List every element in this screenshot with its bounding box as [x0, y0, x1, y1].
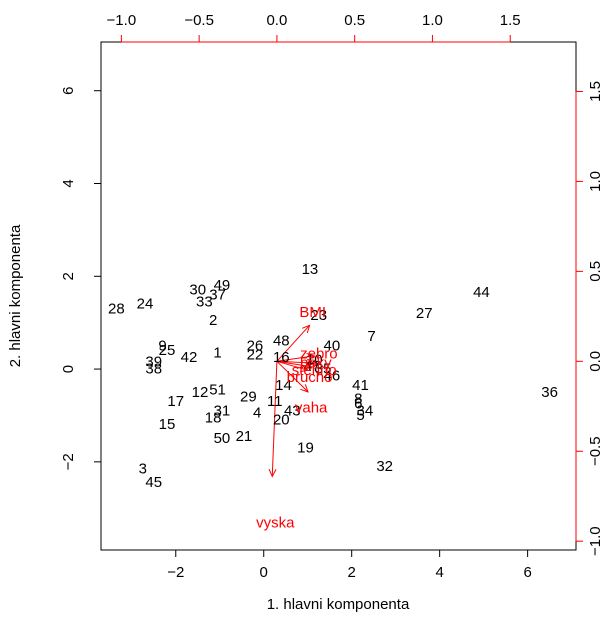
observation-label-16: 16: [273, 349, 290, 366]
observation-label-51: 51: [209, 381, 226, 398]
top-tick-label: 0.5: [344, 12, 365, 29]
observation-label-43: 43: [284, 402, 301, 419]
variable-label-vyska: vyska: [256, 515, 295, 532]
observation-label-18: 18: [205, 409, 222, 426]
bottom-axis: −2 0 2 4 6: [167, 549, 532, 581]
left-tick-label: 6: [60, 87, 77, 95]
top-tick-label: −1.0: [107, 12, 137, 29]
observation-label-25: 25: [159, 342, 176, 359]
observation-label-8: 8: [354, 391, 362, 408]
observation-label-45: 45: [145, 474, 162, 491]
observation-label-46: 46: [324, 368, 341, 385]
observation-label-17: 17: [167, 393, 184, 410]
top-tick-label: 0.0: [266, 12, 287, 29]
observation-label-6: 6: [354, 395, 362, 412]
observation-label-10: 10: [306, 351, 323, 368]
top-axis: −1.0 −0.5 0.0 0.5 1.0 1.5: [107, 12, 521, 43]
observation-label-13: 13: [302, 261, 319, 278]
left-axis: −2 0 2 4 6: [60, 87, 102, 470]
observation-label-4: 4: [253, 405, 261, 422]
variable-label-stehno: stehno: [292, 362, 337, 379]
observation-label-11: 11: [267, 393, 283, 410]
arrow-brucho: [276, 360, 310, 373]
observation-label-30: 30: [189, 282, 206, 299]
observation-label-29: 29: [240, 388, 257, 405]
observation-label-37: 37: [209, 286, 226, 303]
variable-label-brucho: brucho: [287, 369, 333, 386]
top-tick-label: 1.5: [500, 12, 521, 29]
observation-label-49: 49: [214, 277, 231, 294]
observation-label-14: 14: [275, 377, 292, 394]
arrow-zebro: [276, 353, 316, 362]
observation-label-27: 27: [416, 305, 433, 322]
variable-label-boky: boky: [300, 355, 332, 372]
bottom-tick-label: 6: [523, 564, 531, 581]
observation-label-39: 39: [145, 354, 162, 371]
right-tick-label: 1.5: [587, 81, 604, 102]
observation-label-26: 26: [247, 337, 264, 354]
observation-label-19: 19: [297, 439, 314, 456]
observation-label-44: 44: [473, 284, 490, 301]
observation-label-32: 32: [376, 458, 393, 475]
observation-label-2: 2: [209, 312, 217, 329]
right-tick-label: 1.0: [587, 171, 604, 192]
observation-label-23: 23: [310, 307, 327, 324]
left-tick-label: 2: [60, 272, 77, 280]
observation-label-9: 9: [158, 337, 166, 354]
variable-label-BMI: BMI: [299, 304, 326, 321]
observation-label-28: 28: [108, 300, 125, 317]
observation-label-50: 50: [214, 430, 231, 447]
observation-label-42: 42: [181, 349, 198, 366]
observation-label-15: 15: [159, 416, 176, 433]
loading-arrows: [268, 324, 316, 478]
observation-label-34: 34: [357, 402, 374, 419]
right-tick-label: 0.5: [587, 261, 604, 282]
arrow-BMI: [276, 324, 311, 362]
observation-label-48: 48: [273, 333, 290, 350]
observation-label-1: 1: [213, 344, 221, 361]
observation-label-22: 22: [247, 347, 264, 364]
bottom-tick-label: −2: [167, 564, 184, 581]
arrow-vyska: [268, 361, 278, 478]
left-tick-label: 4: [60, 179, 77, 187]
observation-label-36: 36: [541, 384, 558, 401]
x-axis-title: 1. hlavni komponenta: [267, 596, 410, 613]
bottom-tick-label: 0: [260, 564, 268, 581]
right-tick-label: 0.0: [587, 351, 604, 372]
observation-label-3: 3: [139, 460, 147, 477]
observation-label-38: 38: [145, 361, 162, 378]
variable-label-zebro: zebro: [300, 346, 338, 363]
observation-label-41: 41: [352, 377, 369, 394]
plot-frame: [100, 41, 577, 551]
observation-label-21: 21: [236, 428, 253, 445]
y-axis-title: 2. hlavni komponenta: [7, 224, 24, 367]
observation-label-33: 33: [196, 293, 213, 310]
top-tick-label: 1.0: [422, 12, 443, 29]
variable-label-vaha: vaha: [295, 400, 328, 417]
left-tick-label: −2: [60, 453, 77, 470]
top-tick-label: −0.5: [184, 12, 214, 29]
observation-label-40: 40: [324, 337, 341, 354]
right-axis: −1.0 −0.5 0.0 0.5 1.0 1.5: [575, 81, 604, 556]
observation-label-12: 12: [192, 384, 209, 401]
bottom-tick-label: 2: [348, 564, 356, 581]
observation-label-20: 20: [273, 412, 290, 429]
right-tick-label: −1.0: [587, 526, 604, 556]
left-tick-label: 0: [60, 365, 77, 373]
observation-label-31: 31: [214, 402, 231, 419]
observation-label-47: 47: [304, 358, 321, 375]
arrow-vaha: [276, 360, 309, 393]
observation-label-7: 7: [367, 328, 375, 345]
observation-label-35: 35: [315, 361, 332, 378]
observation-label-24: 24: [137, 296, 154, 313]
right-tick-label: −0.5: [587, 436, 604, 466]
bottom-tick-label: 4: [435, 564, 443, 581]
observation-label-5: 5: [356, 407, 364, 424]
